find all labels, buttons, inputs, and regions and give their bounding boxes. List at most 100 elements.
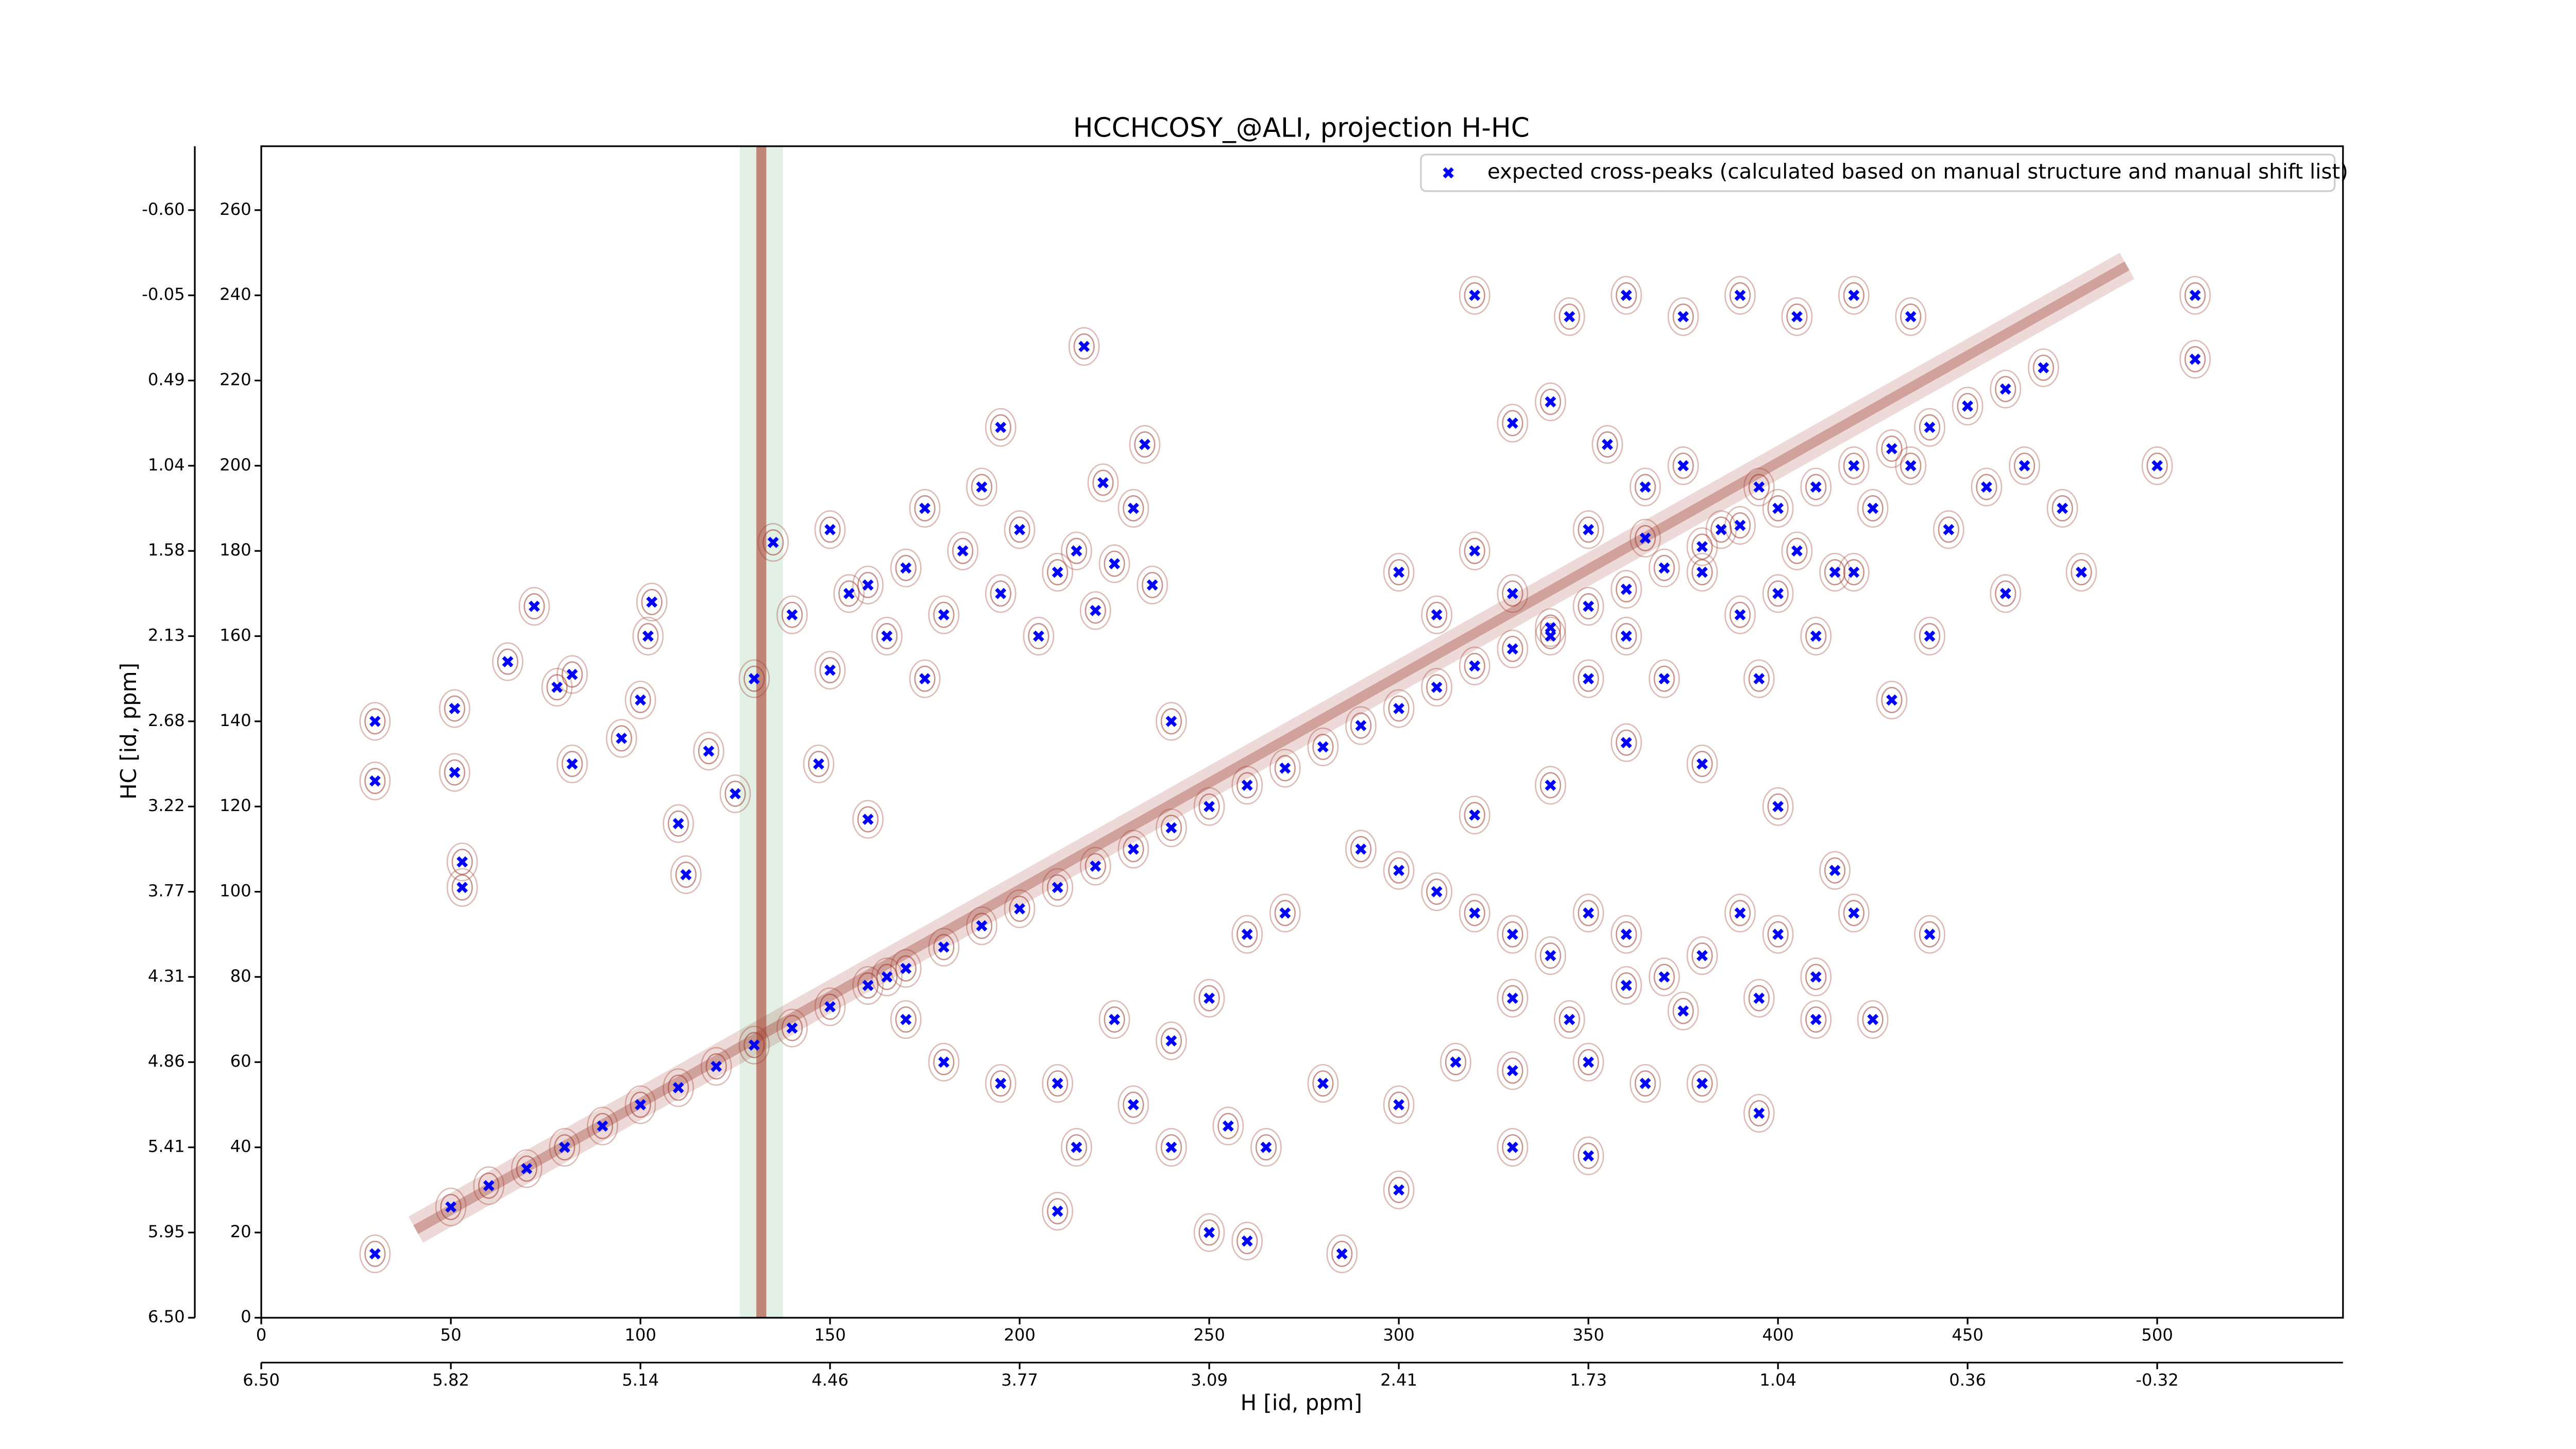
x-tick-label: 150	[814, 1325, 846, 1345]
contour	[1572, 894, 1604, 933]
cross-peak	[1090, 605, 1101, 616]
y-tick-label: 160	[219, 626, 251, 645]
cross-peak	[1697, 1077, 1708, 1089]
contour	[1042, 1191, 1074, 1231]
contour	[1611, 723, 1642, 762]
contour	[1502, 985, 1523, 1012]
contour	[1611, 276, 1642, 315]
cross-peak	[1734, 519, 1746, 531]
contour	[1743, 659, 1775, 698]
contour	[1800, 467, 1832, 507]
contour	[985, 1064, 1016, 1103]
cross-peak	[1506, 417, 1518, 429]
cross-peak	[843, 587, 855, 599]
cross-peak	[1506, 1141, 1518, 1153]
contour	[1104, 550, 1125, 577]
noise-band-core	[756, 146, 767, 1318]
contour	[1824, 559, 1846, 585]
y-tick-label: 200	[219, 455, 251, 475]
contour	[1307, 727, 1339, 767]
cross-peak	[1829, 865, 1841, 877]
contour	[1459, 796, 1490, 835]
cross-peak	[1071, 1141, 1082, 1153]
cross-peak	[1279, 762, 1291, 774]
cross-peak	[1848, 566, 1860, 578]
contour	[1464, 900, 1485, 926]
cross-peak	[616, 733, 628, 744]
contour	[359, 762, 391, 801]
cross-peak	[1279, 907, 1291, 919]
cross-peak	[449, 703, 461, 714]
diagonal-contour	[408, 252, 2134, 1243]
y2-tick-label: 5.41	[148, 1137, 185, 1156]
x-tick-label: 300	[1383, 1325, 1415, 1345]
contour	[1611, 966, 1642, 1005]
cross-peak	[1677, 1005, 1689, 1017]
contour	[1648, 548, 1680, 587]
contour	[630, 1091, 651, 1118]
contour	[1805, 964, 1827, 990]
contour	[641, 588, 663, 615]
contour	[1497, 403, 1529, 443]
contour	[1535, 382, 1566, 422]
cross-peak	[1139, 439, 1150, 450]
cross-peak	[1260, 1141, 1272, 1153]
contour	[1137, 565, 1168, 604]
contour	[1691, 942, 1713, 969]
cross-peak	[1014, 524, 1025, 535]
cross-peak	[900, 562, 912, 574]
contour	[1786, 537, 1808, 564]
cross-peak	[1829, 566, 1841, 578]
contour	[670, 855, 702, 895]
contour	[1061, 1127, 1092, 1167]
contour	[1156, 808, 1187, 848]
y-tick-label: 40	[230, 1137, 251, 1156]
cross-peak	[900, 963, 912, 974]
contour	[624, 1085, 656, 1124]
contour	[1388, 1091, 1410, 1118]
cross-peak	[767, 536, 779, 548]
contour	[1421, 595, 1453, 634]
contour	[1073, 333, 1095, 360]
cross-peak	[1545, 622, 1556, 633]
cross-peak	[1583, 524, 1594, 535]
y-tick-label: 180	[219, 540, 251, 560]
cross-peak	[1032, 630, 1044, 642]
cross-peak	[456, 882, 468, 894]
contour	[819, 657, 841, 684]
contour	[1198, 1219, 1220, 1246]
contour	[1459, 531, 1490, 570]
cross-peak	[1355, 720, 1367, 732]
contour	[1421, 668, 1453, 707]
contour	[1079, 591, 1111, 630]
contour	[1426, 879, 1448, 905]
contour	[914, 665, 936, 692]
contour	[1743, 467, 1775, 507]
contour	[364, 708, 386, 735]
contour	[1047, 874, 1069, 901]
y-tick-label: 100	[219, 881, 251, 901]
contour	[1269, 894, 1301, 933]
spectrum-contours	[359, 146, 2211, 1318]
cross-peak	[1052, 566, 1063, 578]
contour	[1767, 580, 1789, 607]
contour	[819, 993, 841, 1020]
contour	[1426, 601, 1448, 628]
contour	[776, 595, 808, 634]
cross-peak	[646, 596, 658, 608]
contour	[2184, 282, 2206, 309]
cross-peak	[824, 1001, 836, 1013]
contour	[1634, 1070, 1656, 1097]
contour	[1862, 1006, 1884, 1033]
contour	[1630, 518, 1661, 558]
cross-peak	[1393, 1099, 1404, 1110]
contour	[663, 804, 694, 843]
contour	[1843, 282, 1865, 309]
contour	[668, 1074, 689, 1101]
y2-tick-label: 2.13	[148, 626, 185, 645]
contour	[1667, 446, 1699, 485]
contour	[700, 1047, 732, 1086]
contour	[1421, 872, 1453, 912]
contour	[478, 1172, 500, 1199]
contour	[473, 1166, 505, 1205]
